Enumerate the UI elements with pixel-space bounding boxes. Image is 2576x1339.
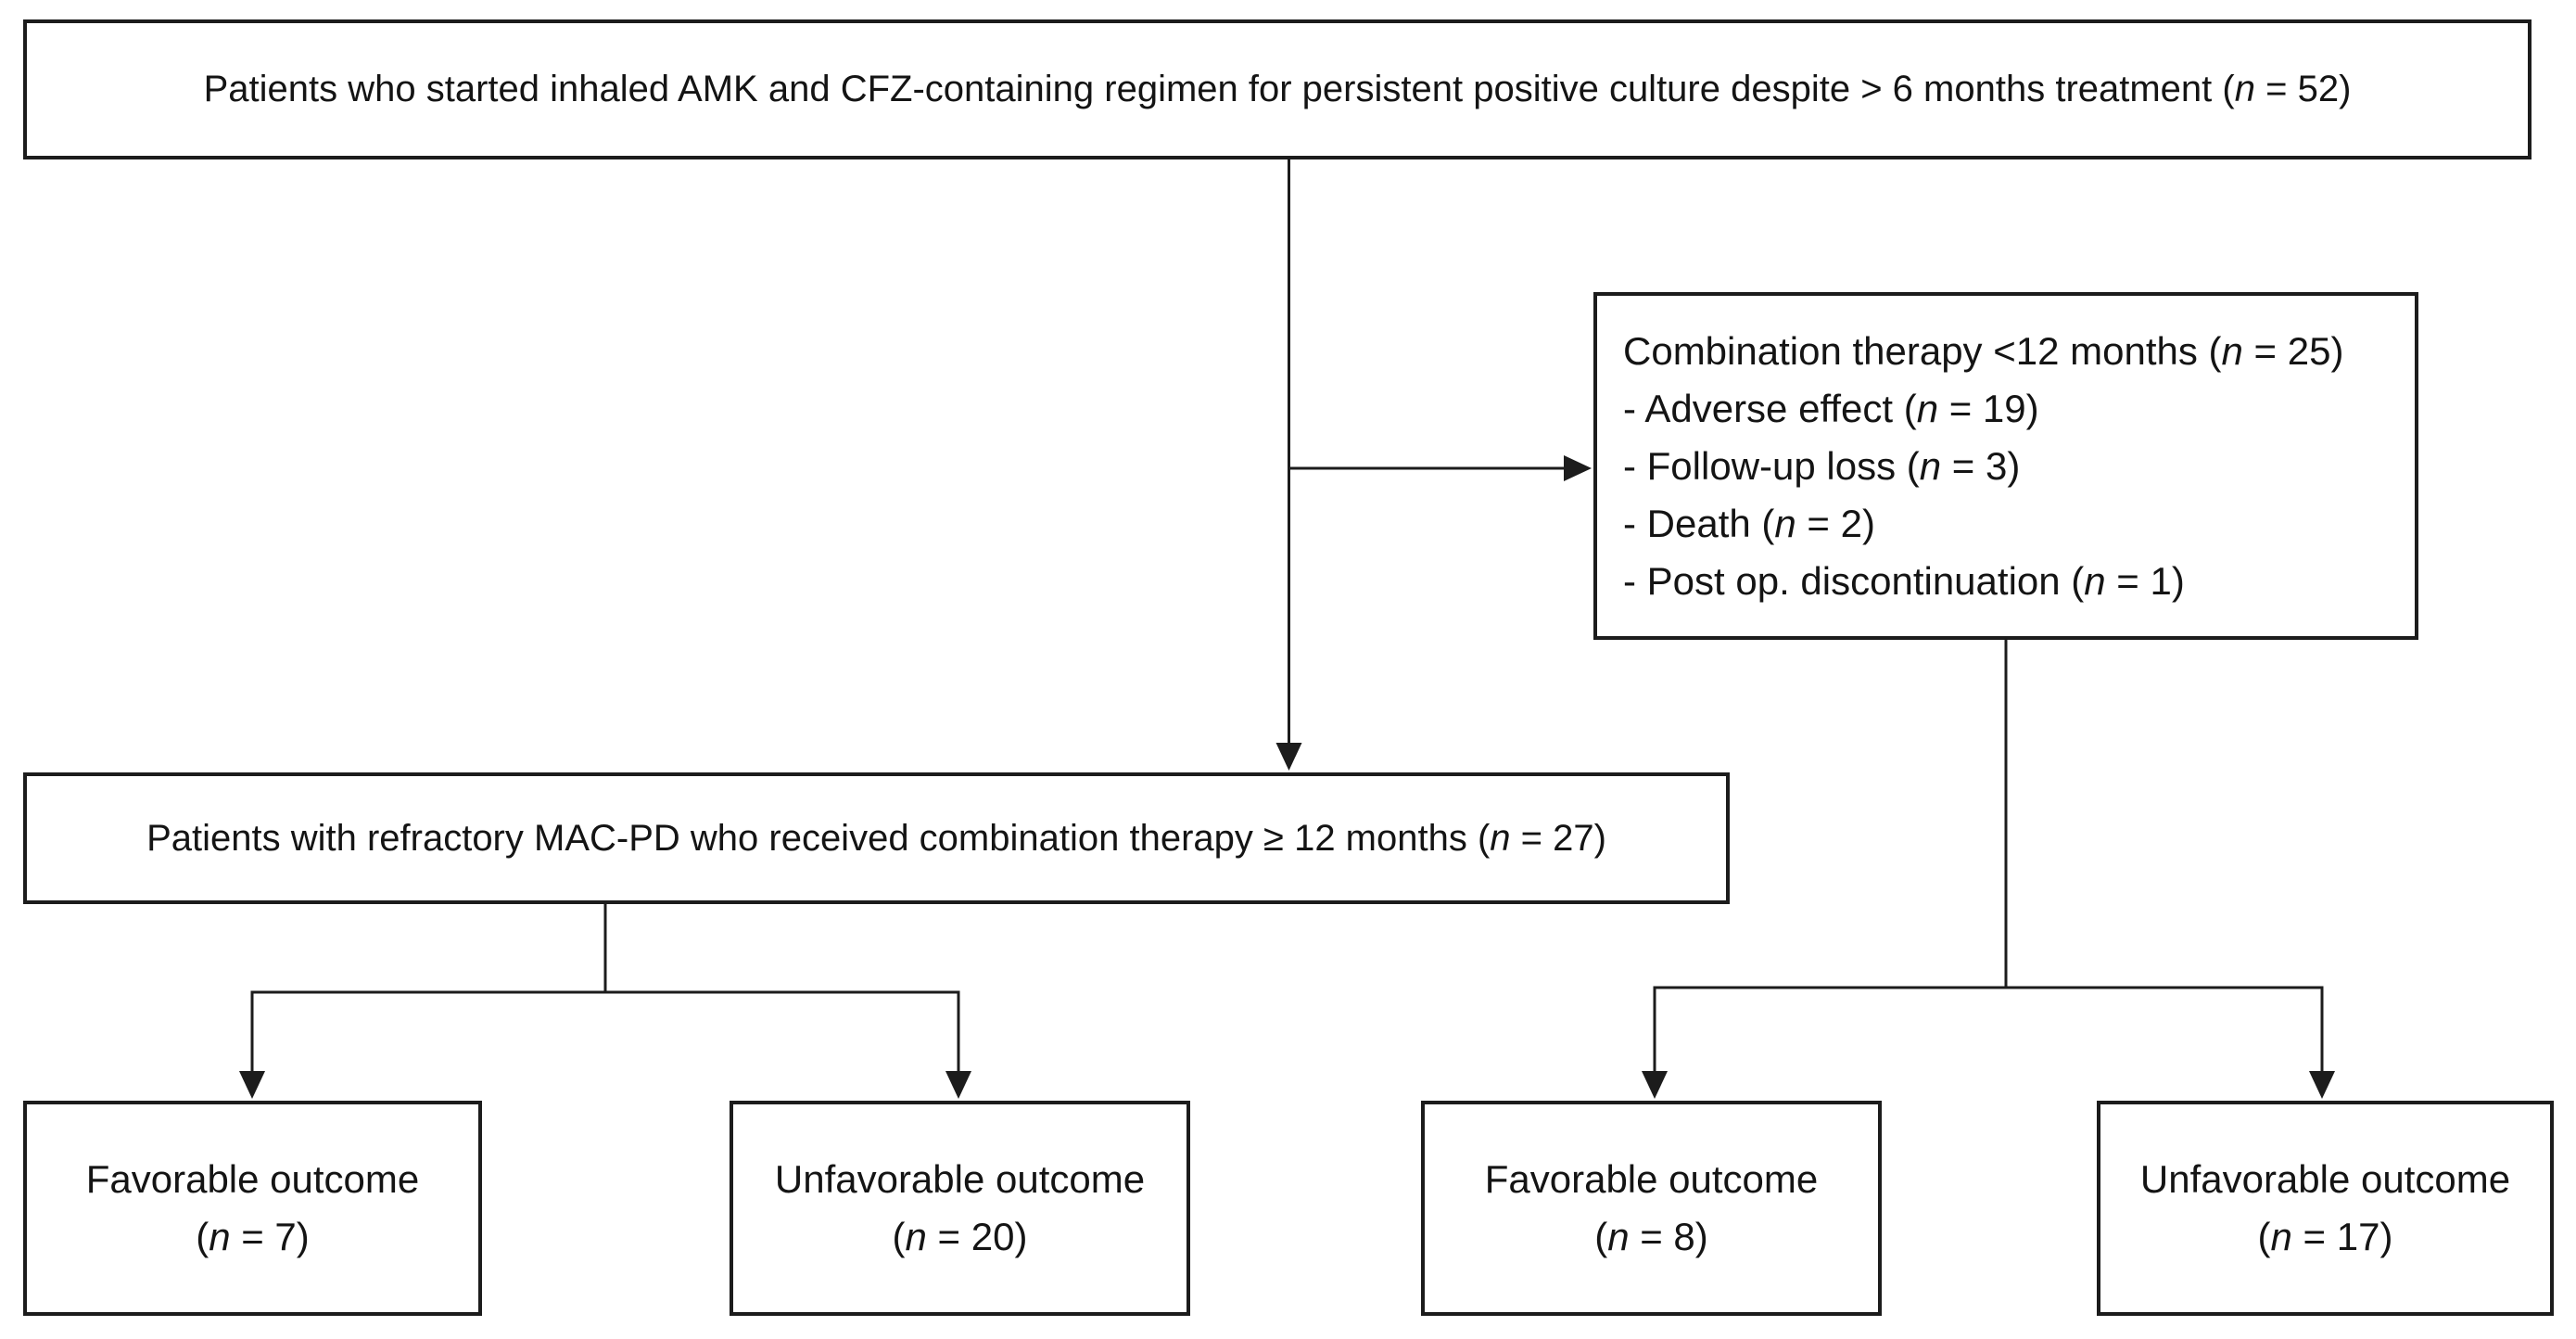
n-variable: n (209, 1215, 231, 1258)
text-after-n: = 8) (1629, 1215, 1708, 1258)
n-variable: n (905, 1215, 927, 1258)
text-before-n: - Post op. discontinuation ( (1623, 558, 2085, 603)
exclusion-reason-adverse-effect: - Adverse effect (n = 19) (1623, 380, 2039, 438)
text-after-n: = 27) (1510, 817, 1606, 859)
text-before-n: ( (1594, 1215, 1608, 1258)
arrowhead-into-middle-box (1275, 743, 1302, 771)
outcome-label: Unfavorable outcome (774, 1157, 1146, 1201)
outcome-count: (n = 7) (196, 1208, 310, 1266)
text-after-n: = 7) (230, 1215, 310, 1258)
outcome-count: (n = 8) (1594, 1208, 1708, 1266)
box-outcome-unfavorable-left: Unfavorable outcome (n = 20) (730, 1101, 1190, 1316)
exclusion-reason-death: - Death (n = 2) (1623, 495, 1875, 553)
analyzed-patients-text: Patients with refractory MAC-PD who rece… (146, 818, 1606, 860)
exclusion-reason-follow-up-loss: - Follow-up loss (n = 3) (1623, 438, 2020, 495)
text-before-n: ( (196, 1215, 209, 1258)
outcome-label: Unfavorable outcome (2139, 1157, 2511, 1201)
text-before-n: Patients who started inhaled AMK and CFZ… (203, 69, 2235, 109)
box-outcome-favorable-right: Favorable outcome (n = 8) (1421, 1101, 1882, 1316)
text-before-n: - Adverse effect ( (1623, 386, 1917, 430)
text-before-n: Combination therapy <12 months ( (1623, 328, 2222, 373)
box-enrolled-patients: Patients who started inhaled AMK and CFZ… (23, 19, 2532, 159)
arrowhead-into-side-box (1564, 455, 1592, 481)
text-before-n: ( (892, 1215, 906, 1258)
n-variable: n (2084, 558, 2106, 603)
box-outcome-favorable-left: Favorable outcome (n = 7) (23, 1101, 482, 1316)
text-before-n: ( (2257, 1215, 2271, 1258)
n-variable: n (1919, 443, 1942, 488)
text-after-n: = 2) (1796, 501, 1875, 545)
enrolled-patients-text: Patients who started inhaled AMK and CFZ… (204, 69, 2352, 110)
text-after-n: = 52) (2254, 69, 2352, 109)
text-before-n: - Follow-up loss ( (1623, 443, 1920, 488)
outcome-count: (n = 17) (2258, 1208, 2393, 1266)
arrowhead-outcome-d (2309, 1071, 2335, 1099)
n-variable: n (2234, 69, 2255, 109)
outcome-label: Favorable outcome (1484, 1157, 1819, 1201)
box-outcome-unfavorable-right: Unfavorable outcome (n = 17) (2097, 1101, 2554, 1316)
text-after-n: = 3) (1941, 443, 2021, 488)
exclusion-reason-post-op: - Post op. discontinuation (n = 1) (1623, 553, 2185, 610)
arrowhead-outcome-a (239, 1071, 265, 1099)
text-after-n: = 20) (926, 1215, 1028, 1258)
n-variable: n (2221, 328, 2243, 373)
text-after-n: = 17) (2291, 1215, 2393, 1258)
exclusion-title: Combination therapy <12 months (n = 25) (1623, 323, 2343, 380)
text-after-n: = 25) (2242, 328, 2344, 373)
text-after-n: = 19) (1938, 386, 2039, 430)
arrowhead-outcome-b (945, 1071, 971, 1099)
outcome-count: (n = 20) (893, 1208, 1028, 1266)
n-variable: n (1774, 501, 1796, 545)
text-before-n: Patients with refractory MAC-PD who rece… (146, 817, 1491, 859)
outcome-label: Favorable outcome (85, 1157, 420, 1201)
box-excluded-patients: Combination therapy <12 months (n = 25) … (1593, 292, 2418, 640)
n-variable: n (2270, 1215, 2292, 1258)
n-variable: n (1490, 817, 1511, 859)
n-variable: n (1916, 386, 1939, 430)
n-variable: n (1607, 1215, 1630, 1258)
arrowhead-outcome-c (1642, 1071, 1668, 1099)
box-analyzed-patients: Patients with refractory MAC-PD who rece… (23, 772, 1730, 904)
text-before-n: - Death ( (1623, 501, 1775, 545)
text-after-n: = 1) (2105, 558, 2185, 603)
